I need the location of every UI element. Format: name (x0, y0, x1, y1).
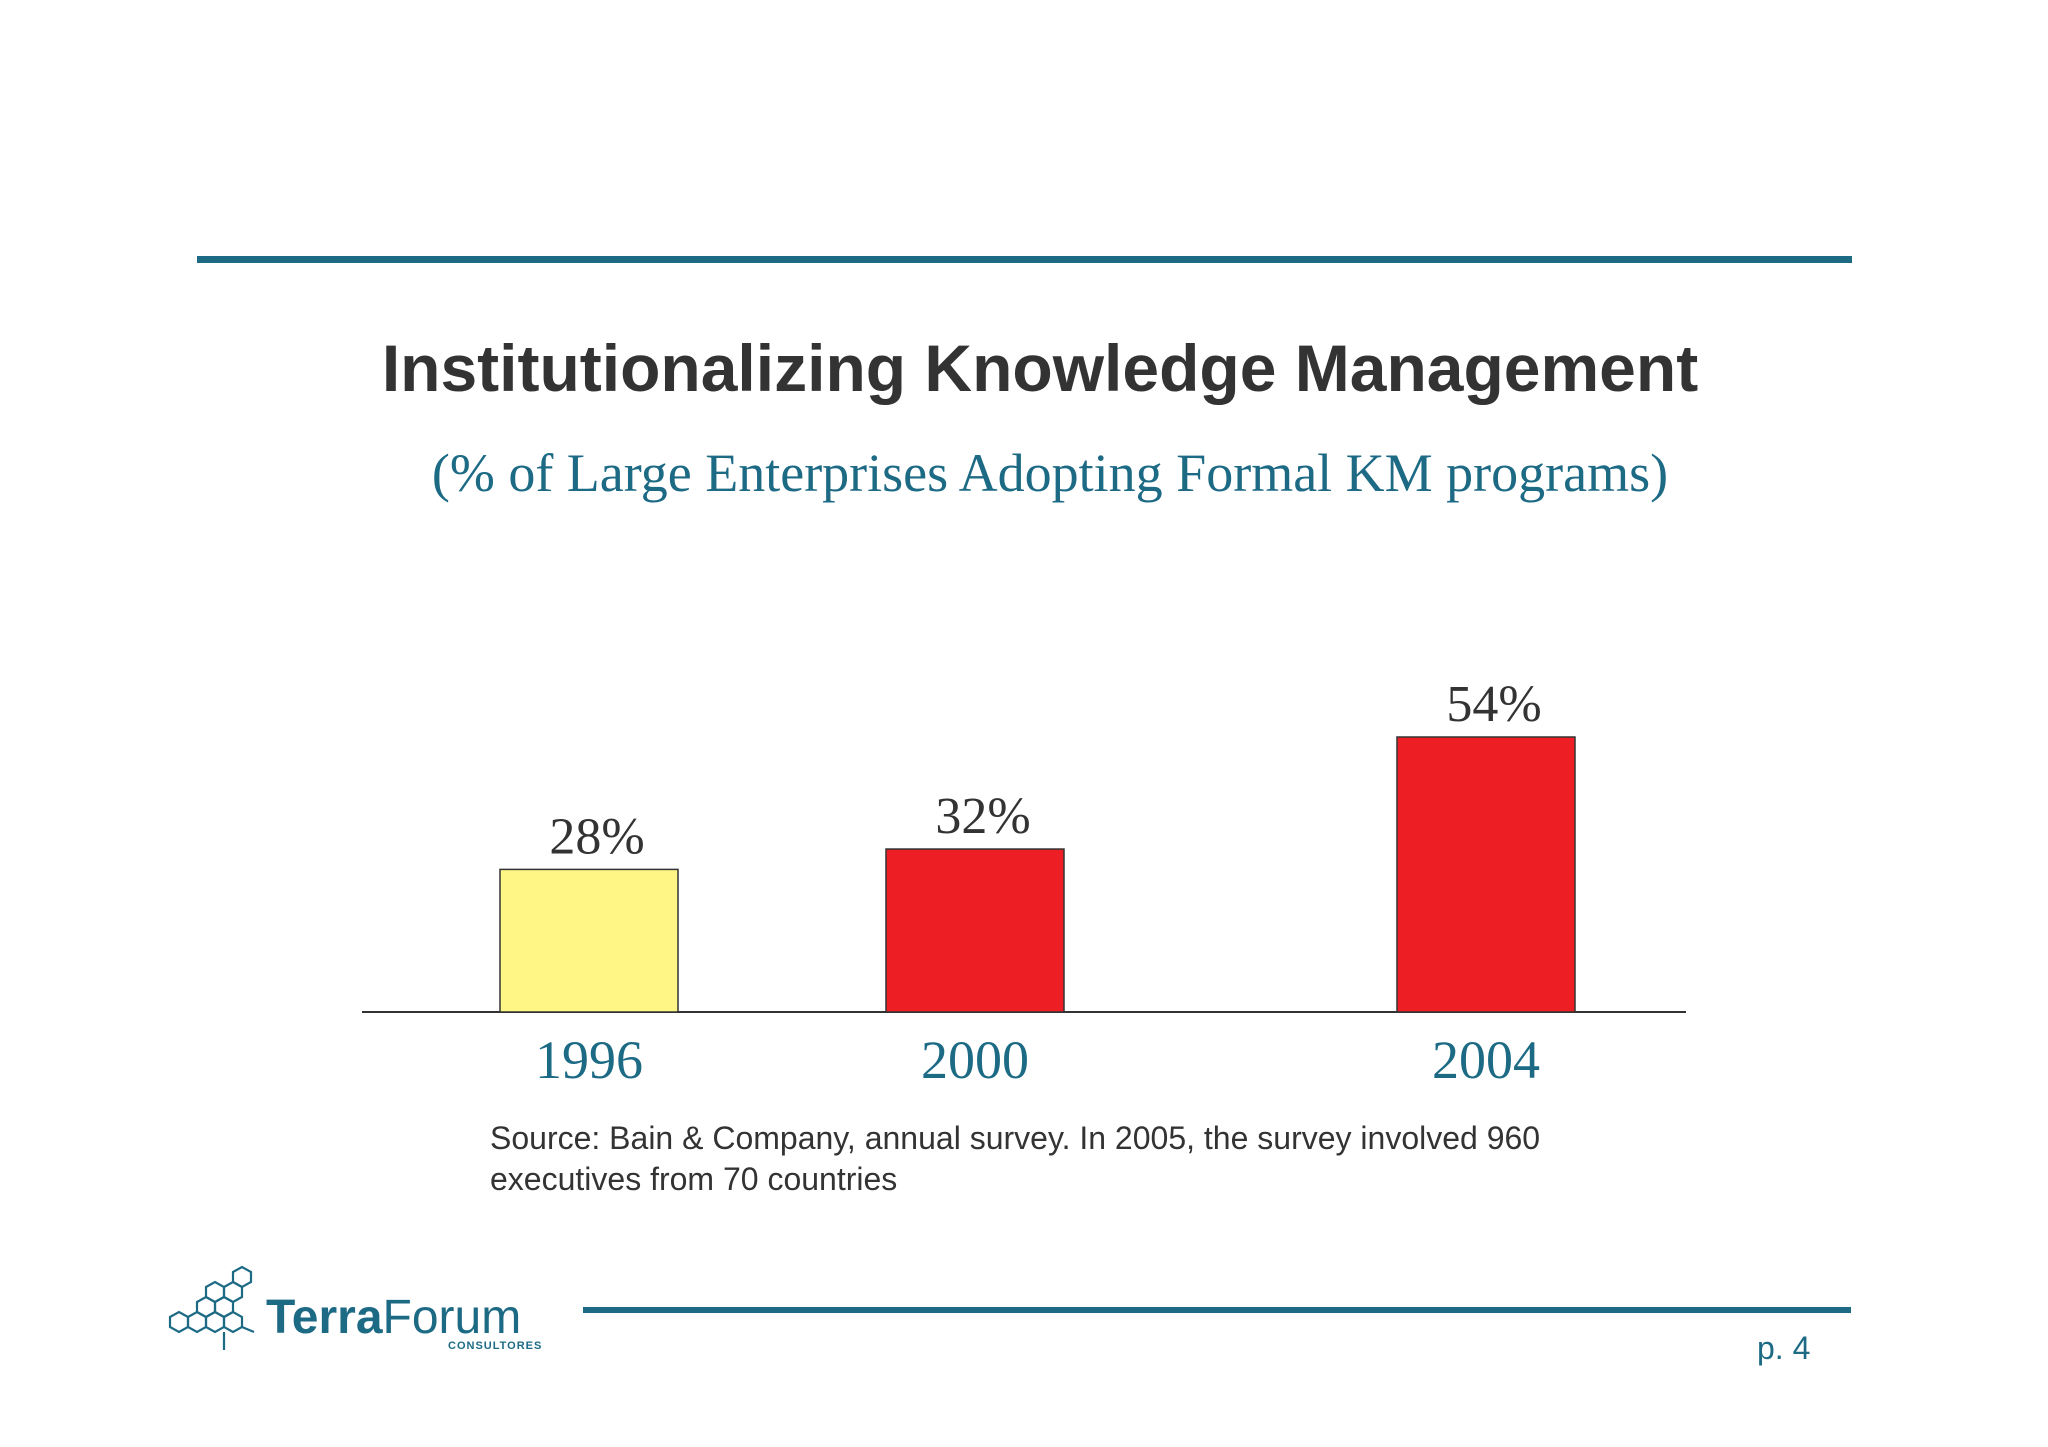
chart-subtitle: (% of Large Enterprises Adopting Formal … (431, 443, 1669, 503)
logo-subtitle: CONSULTORES (448, 1340, 543, 1352)
bar-2004 (1396, 736, 1576, 1013)
page-number: p. 4 (1757, 1330, 1811, 1366)
chart-title: Institutionalizing Knowledge Management (381, 331, 1699, 405)
bottom-divider (583, 1307, 1851, 1313)
source-line-2: executives from 70 countries (490, 1161, 898, 1197)
hexagon-cluster-icon (168, 1265, 255, 1350)
bar-1996 (499, 868, 679, 1013)
source-note: Source: Bain & Company, annual survey. I… (490, 1118, 1690, 1200)
data-label-2004: 54% (1446, 676, 1541, 733)
terraforum-logo: TerraForum CONSULTORES (158, 1260, 578, 1360)
data-label-2000: 32% (935, 788, 1030, 845)
x-tick-label-2004: 2004 (1432, 1030, 1540, 1090)
bar-chart: 28% 1996 32% 2000 54% 2004 (362, 676, 1686, 1090)
logo-wordmark: TerraForum (266, 1291, 522, 1344)
top-divider (197, 256, 1852, 263)
x-tick-label-2000: 2000 (921, 1030, 1029, 1090)
source-line-1: Source: Bain & Company, annual survey. I… (490, 1120, 1541, 1156)
bar-2000 (885, 848, 1065, 1013)
data-label-1996: 28% (549, 808, 644, 865)
x-tick-label-1996: 1996 (535, 1030, 643, 1090)
